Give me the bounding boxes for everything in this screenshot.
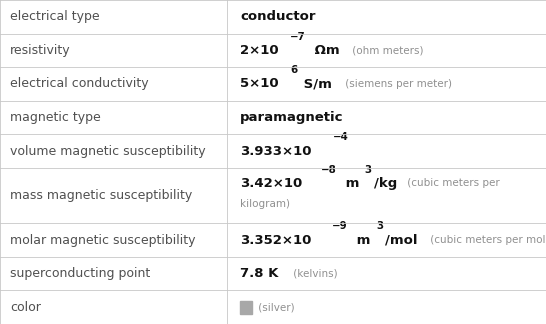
Text: m: m: [341, 177, 359, 190]
Text: 3: 3: [376, 221, 383, 231]
Text: −7: −7: [290, 32, 306, 42]
Text: 3.352×10: 3.352×10: [240, 234, 312, 247]
Text: 3.42×10: 3.42×10: [240, 177, 302, 190]
Text: 6: 6: [290, 65, 297, 75]
Bar: [240, 301, 252, 314]
Text: superconducting point: superconducting point: [10, 267, 150, 280]
Text: −4: −4: [333, 133, 348, 143]
Text: volume magnetic susceptibility: volume magnetic susceptibility: [10, 145, 205, 157]
Text: color: color: [10, 301, 41, 314]
Text: /kg: /kg: [374, 177, 397, 190]
Text: resistivity: resistivity: [10, 44, 70, 57]
Text: −8: −8: [321, 165, 336, 175]
Text: (siemens per meter): (siemens per meter): [342, 79, 452, 89]
Text: conductor: conductor: [240, 10, 316, 23]
Text: 5×10: 5×10: [240, 77, 279, 90]
Text: kilogram): kilogram): [240, 199, 290, 209]
Text: (cubic meters per mole): (cubic meters per mole): [428, 235, 546, 245]
Text: electrical type: electrical type: [10, 10, 99, 23]
Text: (ohm meters): (ohm meters): [349, 45, 423, 55]
Text: Ωm: Ωm: [311, 44, 340, 57]
Text: −9: −9: [333, 221, 348, 231]
Text: (cubic meters per: (cubic meters per: [404, 179, 500, 188]
Text: 7.8 K: 7.8 K: [240, 267, 278, 280]
Text: 2×10: 2×10: [240, 44, 279, 57]
Text: molar magnetic susceptibility: molar magnetic susceptibility: [10, 234, 195, 247]
Text: (silver): (silver): [255, 302, 295, 312]
Text: electrical conductivity: electrical conductivity: [10, 77, 149, 90]
Text: /mol: /mol: [385, 234, 418, 247]
Text: (kelvins): (kelvins): [290, 269, 337, 279]
Text: S/m: S/m: [299, 77, 332, 90]
Text: paramagnetic: paramagnetic: [240, 111, 344, 124]
Text: m: m: [353, 234, 371, 247]
Text: magnetic type: magnetic type: [10, 111, 100, 124]
Text: mass magnetic susceptibility: mass magnetic susceptibility: [10, 189, 192, 202]
Text: 3: 3: [365, 165, 372, 175]
Text: 3.933×10: 3.933×10: [240, 145, 312, 157]
